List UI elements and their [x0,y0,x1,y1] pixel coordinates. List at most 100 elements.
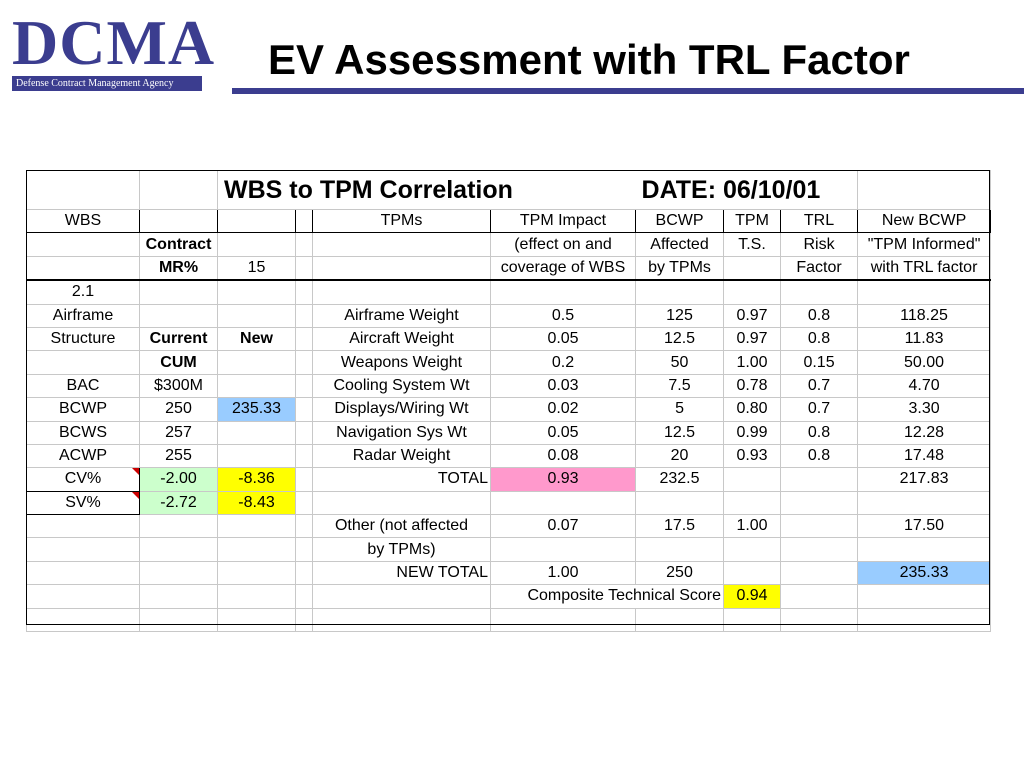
composite-label: Composite Technical Score [489,584,725,609]
table-row: Composite Technical Score 0.94 [26,584,992,609]
metric-label: BAC [26,373,140,399]
col-current-label: Current [139,326,218,352]
total-label: TOTAL [312,467,491,492]
tpm-new-bcwp: 12.28 [857,420,992,445]
page-title: EV Assessment with TRL Factor [268,36,910,83]
header-impact-3: coverage of WBS [489,255,637,281]
tpm-name: Aircraft Weight [312,326,491,352]
metric-new: 235.33 [217,397,296,422]
wbs-id: 2.1 [26,279,140,305]
logo-wordmark: DCMA [12,7,216,78]
tpm-new-bcwp: 4.70 [857,373,992,399]
header-trl-3: Factor [780,255,859,281]
metric-current-cv: -2.00 [139,467,218,492]
wbs-tpm-table: WBS to TPM Correlation DATE: 06/10/01 WB… [26,170,992,633]
header-new-bcwp: New BCWP [857,208,992,234]
table-row: NEW TOTAL 1.00 250 235.33 [26,560,992,586]
wbs-name-line2: Structure [26,326,140,352]
tpm-bcwp: 20 [635,443,725,469]
dcma-logo: DCMA Defense Contract Management Agency [12,7,216,91]
metric-label: ACWP [26,443,140,469]
other-ts: 1.00 [723,514,782,539]
header-new-bcwp-2: "TPM Informed" [857,232,992,257]
tpm-name: Weapons Weight [312,350,491,375]
tpm-impact: 0.5 [489,303,637,328]
metric-current: 257 [139,420,218,445]
tpm-impact: 0.02 [489,397,637,422]
tpm-new-bcwp: 11.83 [857,326,992,352]
tpm-new-bcwp: 17.48 [857,443,992,469]
header-new-bcwp-3: with TRL factor [857,255,992,281]
new-total-new-bcwp: 235.33 [857,560,992,586]
header-bcwp-2: Affected [635,232,725,257]
other-label-2: by TPMs) [312,537,491,562]
header-bcwp: BCWP [635,208,725,234]
tpm-ts: 0.97 [723,326,782,352]
table-row: BAC $300M Cooling System Wt 0.03 7.5 0.7… [26,373,992,399]
tpm-trl: 0.8 [780,303,859,328]
col-cum-label: CUM [139,350,218,375]
metric-new-cv: -8.36 [217,467,296,492]
table-banner-date: DATE: 06/10/01 [635,170,858,210]
table-row: Other (not affected 0.07 17.5 1.00 17.50 [26,514,992,539]
tpm-trl: 0.8 [780,420,859,445]
table-row [26,607,992,633]
composite-value: 0.94 [723,584,782,609]
col-new-label: New [217,326,296,352]
metric-current: $300M [139,373,218,399]
metric-label: BCWP [26,397,140,422]
tpm-name: Navigation Sys Wt [312,420,491,445]
total-bcwp: 232.5 [635,467,725,492]
header-tpm-2: T.S. [723,232,782,257]
tpm-bcwp: 5 [635,397,725,422]
new-total-label: NEW TOTAL [312,560,491,586]
tpm-impact: 0.2 [489,350,637,375]
other-impact: 0.07 [489,514,637,539]
wbs-name-line1: Airframe [26,303,140,328]
tpm-bcwp: 50 [635,350,725,375]
new-total-bcwp: 250 [635,560,725,586]
header-impact: TPM Impact [489,208,637,234]
tpm-impact: 0.05 [489,326,637,352]
tpm-bcwp: 12.5 [635,326,725,352]
table-row: BCWP 250 235.33 Displays/Wiring Wt 0.02 … [26,397,992,422]
tpm-name: Displays/Wiring Wt [312,397,491,422]
header-contract: Contract [139,232,218,257]
table-row: by TPMs) [26,537,992,562]
header-trl-2: Risk [780,232,859,257]
total-impact: 0.93 [489,467,637,492]
tpm-name: Cooling System Wt [312,373,491,399]
tpm-bcwp: 125 [635,303,725,328]
tpm-ts: 0.93 [723,443,782,469]
metric-label-cv: CV% [26,467,140,492]
table-row: Airframe Airframe Weight 0.5 125 0.97 0.… [26,303,992,328]
tpm-impact: 0.08 [489,443,637,469]
tpm-impact: 0.05 [489,420,637,445]
header-tpm: TPM [723,208,782,234]
table-row: CUM Weapons Weight 0.2 50 1.00 0.15 50.0… [26,350,992,375]
table-row: ACWP 255 Radar Weight 0.08 20 0.93 0.8 1… [26,443,992,469]
tpm-impact: 0.03 [489,373,637,399]
tpm-trl: 0.7 [780,373,859,399]
table-row: SV% -2.72 -8.43 [26,490,992,516]
other-new-bcwp: 17.50 [857,514,992,539]
tpm-trl: 0.8 [780,326,859,352]
tpm-bcwp: 7.5 [635,373,725,399]
other-label-1: Other (not affected [312,514,491,539]
tpm-bcwp: 12.5 [635,420,725,445]
tpm-trl: 0.8 [780,443,859,469]
tpm-ts: 0.78 [723,373,782,399]
header-row-2: Contract (effect on and Affected T.S. Ri… [26,232,992,257]
metric-label-sv: SV% [26,490,140,516]
metric-new [217,420,296,445]
header-impact-2: (effect on and [489,232,637,257]
tpm-new-bcwp: 50.00 [857,350,992,375]
header-trl: TRL [780,208,859,234]
tpm-ts: 0.80 [723,397,782,422]
table-row: 2.1 [26,279,992,305]
table-banner-title: WBS to TPM Correlation [216,170,636,210]
metric-label: BCWS [26,420,140,445]
header-row-1: WBS TPMs TPM Impact BCWP TPM TRL New BCW… [26,208,992,234]
total-new-bcwp: 217.83 [857,467,992,492]
tpm-new-bcwp: 118.25 [857,303,992,328]
